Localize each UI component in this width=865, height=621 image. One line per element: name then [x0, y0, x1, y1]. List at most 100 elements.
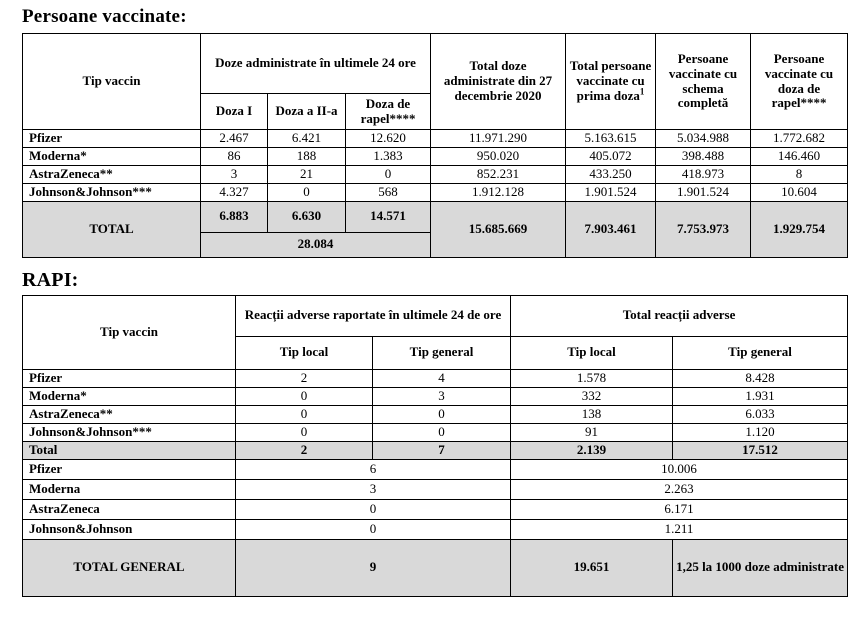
table-row: Pfizer 2.467 6.421 12.620 11.971.290 5.1… [22, 129, 849, 148]
table-subheader-row: Doza I Doza a II-a Doza de rapel**** [23, 93, 848, 130]
col-header-doze-24h: Doze administrate în ultimele 24 ore [199, 33, 432, 94]
table-subheader-row: Tip local Tip general Tip local Tip gene… [23, 335, 849, 370]
value-cell: 6.171 [510, 498, 849, 520]
value-cell: 6.033 [672, 404, 849, 424]
section-title-rapi: RAPI: [22, 268, 79, 291]
value-cell: 1.901.524 [655, 182, 752, 202]
value-cell: 0 [267, 182, 346, 202]
total-sum-row: 28.084 [23, 231, 848, 258]
value-cell: 5.034.988 [655, 129, 752, 148]
total-value-cell: 14.571 [344, 200, 432, 233]
value-cell: 0 [371, 422, 512, 442]
value-cell: 21 [267, 164, 346, 184]
col-header-total-prima-doza: Total persoane vaccinate cu prima doza1 [565, 33, 657, 130]
value-cell: 398.488 [655, 146, 752, 166]
total-value-cell: 6.883 [200, 200, 268, 233]
value-cell: 10.604 [750, 182, 849, 202]
total-value-cell: 7.753.973 [655, 200, 752, 258]
value-cell: 8.428 [672, 368, 849, 388]
total-value-cell: 1.929.754 [750, 200, 849, 258]
value-cell: 91 [510, 422, 674, 442]
col-header-doza-rapel: Doza de rapel**** [344, 93, 432, 130]
value-cell: 2.467 [200, 129, 268, 148]
table-row: Johnson&Johnson*** 4.327 0 568 1.912.128… [22, 182, 849, 202]
total-row: Total 2 7 2.139 17.512 [22, 440, 849, 460]
value-cell: 1.912.128 [430, 182, 567, 202]
col-header-tip-general-total: Tip general [672, 335, 849, 370]
value-cell: 1.120 [672, 422, 849, 442]
table-header-row: Tip vaccin Reacții adverse raportate în … [22, 294, 849, 370]
value-cell: 1.578 [510, 368, 674, 388]
summary-row: Pfizer 6 10.006 [22, 458, 849, 480]
section-title-persoane-vaccinate: Persoane vaccinate: [22, 6, 187, 27]
value-cell: 0 [235, 404, 373, 424]
vaccine-name-cell: Moderna* [22, 146, 201, 166]
table-row: Pfizer 2 4 1.578 8.428 [22, 368, 849, 388]
value-cell: 12.620 [344, 129, 432, 148]
value-cell: 418.973 [655, 164, 752, 184]
rapi-table: Tip vaccin Reacții adverse raportate în … [22, 294, 849, 597]
value-cell: 0 [234, 518, 512, 540]
value-cell: 3 [200, 164, 268, 184]
value-cell: 188 [267, 146, 346, 166]
value-cell: 2 [235, 368, 373, 388]
table-row: AstraZeneca** 0 0 138 6.033 [22, 404, 849, 424]
value-cell: 0 [235, 422, 373, 442]
vaccine-name-cell: Moderna* [22, 386, 236, 406]
value-cell: 3 [371, 386, 512, 406]
col-header-tip-local-total: Tip local [510, 335, 674, 370]
value-cell: 568 [344, 182, 432, 202]
value-cell: 3 [234, 478, 512, 500]
value-cell: 4 [371, 368, 512, 388]
vaccine-name-cell: AstraZeneca** [22, 404, 236, 424]
vaccine-name-cell: AstraZeneca** [22, 164, 201, 184]
total-value-cell: 2.139 [510, 440, 674, 460]
total-value-cell: 6.630 [267, 200, 346, 233]
value-cell: 1.931 [672, 386, 849, 406]
footnote-superscript: 1 [639, 86, 645, 97]
value-cell: 1.901.524 [565, 182, 657, 202]
col-header-doza-1: Doza I [200, 93, 268, 130]
col-header-total-doze: Total doze administrate din 27 decembrie… [430, 33, 567, 130]
value-cell: 6.421 [267, 129, 346, 148]
vaccine-name-cell: AstraZeneca [22, 498, 236, 520]
vaccinated-table: Tip vaccin Doze administrate în ultimele… [22, 33, 849, 258]
total-sum-24h-cell: 28.084 [199, 231, 432, 258]
summary-row: Moderna 3 2.263 [22, 478, 849, 500]
col-header-doza-2: Doza a II-a [267, 93, 346, 130]
value-cell: 332 [510, 386, 674, 406]
col-header-tip-general-24h: Tip general [371, 335, 512, 370]
value-cell: 2.263 [510, 478, 849, 500]
total-value-cell: 17.512 [672, 440, 849, 460]
col-header-persoane-rapel: Persoane vaccinate cu doza de rapel**** [750, 33, 849, 130]
total-value-cell: 2 [235, 440, 373, 460]
col-header-schema-completa: Persoane vaccinate cu schema completă [655, 33, 752, 130]
value-cell: 8 [750, 164, 849, 184]
col-header-tip-vaccin: Tip vaccin [22, 33, 201, 130]
total-value-cell: 7 [371, 440, 512, 460]
value-cell: 950.020 [430, 146, 567, 166]
total-general-local-cell: 19.651 [510, 538, 674, 597]
value-cell: 138 [510, 404, 674, 424]
value-cell: 852.231 [430, 164, 567, 184]
vaccine-name-cell: Pfizer [22, 368, 236, 388]
header-text: Total persoane vaccinate cu prima doza [569, 58, 652, 103]
value-cell: 0 [371, 404, 512, 424]
col-header-total-reactii: Total reacții adverse [510, 294, 849, 337]
total-row: TOTAL 6.883 6.630 14.571 15.685.669 7.90… [22, 200, 849, 258]
vaccine-name-cell: Johnson&Johnson*** [22, 182, 201, 202]
total-general-rate-cell: 1,25 la 1000 doze administrate [672, 538, 849, 597]
value-cell: 433.250 [565, 164, 657, 184]
value-cell: 5.163.615 [565, 129, 657, 148]
total-general-label-cell: TOTAL GENERAL [22, 538, 236, 597]
summary-row: Johnson&Johnson 0 1.211 [22, 518, 849, 540]
vaccine-name-cell: Johnson&Johnson*** [22, 422, 236, 442]
total-label-cell: TOTAL [22, 200, 201, 258]
value-cell: 4.327 [200, 182, 268, 202]
table-row: Moderna* 0 3 332 1.931 [22, 386, 849, 406]
col-header-tip-vaccin: Tip vaccin [22, 294, 236, 370]
total-general-row: TOTAL GENERAL 9 19.651 1,25 la 1000 doze… [22, 538, 849, 597]
table-header-row: Tip vaccin Doze administrate în ultimele… [22, 33, 849, 130]
table-row: Johnson&Johnson*** 0 0 91 1.120 [22, 422, 849, 442]
